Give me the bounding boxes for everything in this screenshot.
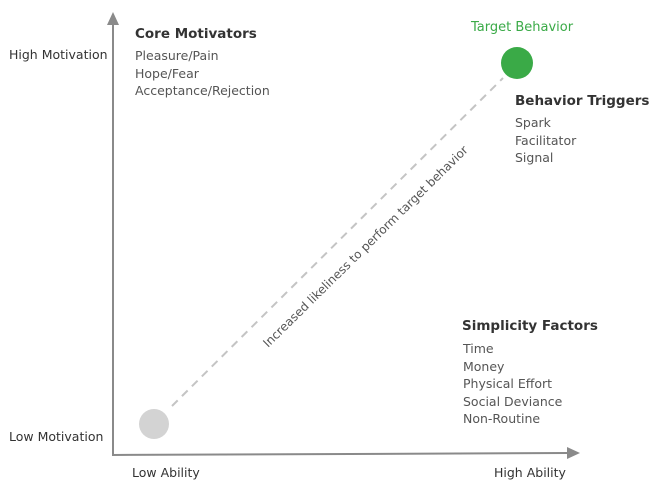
y-axis-high-label: High Motivation	[9, 47, 108, 62]
target-behavior-point	[501, 47, 533, 79]
behavior-trigger-item: Facilitator	[515, 132, 577, 148]
y-axis-low-label: Low Motivation	[9, 429, 104, 444]
behavior-triggers-group: Behavior Triggers Spark Facilitator Sign…	[515, 93, 649, 167]
start-point	[139, 409, 169, 439]
core-motivator-item: Hope/Fear	[135, 65, 199, 81]
target-behavior-label: Target Behavior	[471, 20, 574, 35]
core-motivators-list: Pleasure/Pain Hope/Fear Acceptance/Rejec…	[135, 47, 270, 100]
behavior-trigger-item: Signal	[515, 150, 554, 165]
simplicity-factors-list: Time Money Physical Effort Social Devian…	[462, 340, 598, 428]
x-axis-low-label: Low Ability	[132, 465, 200, 480]
simplicity-factor-item: Money	[463, 358, 505, 374]
x-axis	[111, 452, 569, 456]
diagonal-dashed-line	[171, 77, 504, 407]
x-axis-arrowhead	[567, 447, 580, 459]
simplicity-factor-item: Physical Effort	[463, 376, 553, 391]
core-motivators-title: Core Motivators	[135, 26, 257, 42]
behavior-trigger-item: Spark	[515, 115, 551, 130]
core-motivator-item: Pleasure/Pain	[135, 48, 219, 63]
simplicity-factor-item: Non-Routine	[463, 411, 541, 426]
core-motivator-item: Acceptance/Rejection	[135, 83, 270, 98]
behavior-triggers-title: Behavior Triggers	[515, 93, 650, 109]
simplicity-factor-item: Social Deviance	[463, 393, 563, 409]
y-axis-arrowhead	[107, 12, 119, 25]
x-axis-high-label: High Ability	[494, 465, 566, 480]
simplicity-factor-item: Time	[463, 341, 494, 356]
behavior-triggers-list: Spark Facilitator Signal	[515, 114, 649, 167]
simplicity-factors-group: Simplicity Factors Time Money Physical E…	[462, 318, 598, 428]
diagonal-label: Increased likeliness to perform target b…	[260, 143, 471, 350]
simplicity-factors-title: Simplicity Factors	[462, 318, 598, 334]
core-motivators-group: Core Motivators Pleasure/Pain Hope/Fear …	[135, 26, 270, 100]
